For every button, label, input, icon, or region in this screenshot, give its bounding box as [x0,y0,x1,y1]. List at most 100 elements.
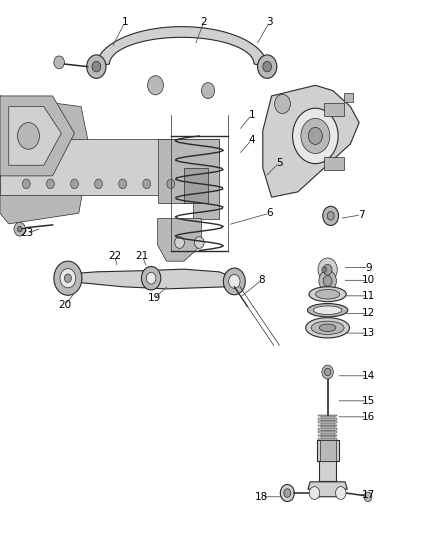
Bar [321,433,335,435]
Circle shape [87,55,106,78]
Polygon shape [0,96,74,176]
Bar [320,440,336,461]
Ellipse shape [309,287,346,302]
Circle shape [336,487,346,499]
Text: 1: 1 [248,110,255,119]
Circle shape [275,94,290,114]
Circle shape [301,118,330,154]
Text: 4: 4 [248,135,255,144]
Ellipse shape [311,321,344,335]
Bar [321,416,335,418]
Circle shape [364,492,372,502]
Circle shape [258,55,277,78]
Bar [319,461,336,481]
Ellipse shape [319,324,336,332]
Bar [321,430,335,431]
Circle shape [167,179,175,189]
Text: 21: 21 [136,251,149,261]
Bar [318,435,337,437]
Circle shape [64,274,71,282]
Circle shape [95,179,102,189]
Polygon shape [96,27,267,67]
Circle shape [323,264,332,275]
Circle shape [293,108,338,164]
Bar [321,437,335,438]
Circle shape [54,56,64,69]
Circle shape [327,212,334,220]
Text: 11: 11 [362,291,375,301]
Polygon shape [61,269,237,289]
Text: 19: 19 [148,294,161,303]
Circle shape [322,365,333,379]
Circle shape [318,258,337,281]
Polygon shape [0,139,219,195]
Circle shape [92,61,101,72]
Text: 6: 6 [266,208,273,218]
Circle shape [18,227,22,232]
Bar [324,157,344,170]
Text: 14: 14 [362,371,375,381]
Ellipse shape [314,306,342,314]
Text: 16: 16 [362,412,375,422]
Bar [318,431,337,433]
Circle shape [148,76,163,95]
Text: 12: 12 [362,309,375,318]
Circle shape [189,179,197,189]
Circle shape [60,269,76,288]
Circle shape [71,179,78,189]
Polygon shape [9,107,61,165]
Bar [318,428,337,430]
Circle shape [22,179,30,189]
Circle shape [18,123,39,149]
Circle shape [284,489,291,497]
Bar [184,168,208,203]
Bar [321,423,335,425]
Polygon shape [158,139,219,219]
Text: 5: 5 [276,158,283,167]
Bar [318,415,337,416]
Circle shape [119,179,127,189]
Text: 17: 17 [362,490,375,499]
Circle shape [325,368,331,376]
Bar [321,426,335,428]
Circle shape [322,267,326,272]
Circle shape [263,61,272,72]
Circle shape [141,266,161,290]
Text: 15: 15 [362,396,375,406]
Circle shape [194,237,204,248]
Circle shape [229,274,240,288]
Polygon shape [0,96,90,224]
Circle shape [223,268,245,295]
Bar [317,440,339,461]
Text: 22: 22 [108,251,121,261]
Circle shape [146,272,156,284]
Circle shape [54,261,82,295]
Text: 10: 10 [362,276,375,285]
Circle shape [319,270,336,292]
Circle shape [280,484,294,502]
Ellipse shape [306,318,350,338]
Text: 9: 9 [365,263,372,272]
Text: 8: 8 [258,275,265,285]
Circle shape [323,206,339,225]
Text: 2: 2 [200,18,207,27]
Text: 23: 23 [21,229,34,238]
Polygon shape [263,85,359,197]
Circle shape [308,127,322,144]
Circle shape [14,222,25,236]
Ellipse shape [307,304,348,317]
Bar [318,422,337,423]
Bar [321,419,335,422]
Text: 18: 18 [255,492,268,502]
Bar [344,93,353,102]
Text: 13: 13 [362,328,375,338]
Ellipse shape [315,289,340,299]
Text: 7: 7 [358,210,365,220]
Circle shape [201,83,215,99]
Bar [318,418,337,419]
Bar [324,103,344,116]
Circle shape [323,276,332,286]
Polygon shape [308,482,347,497]
Circle shape [46,179,54,189]
Circle shape [309,487,320,499]
